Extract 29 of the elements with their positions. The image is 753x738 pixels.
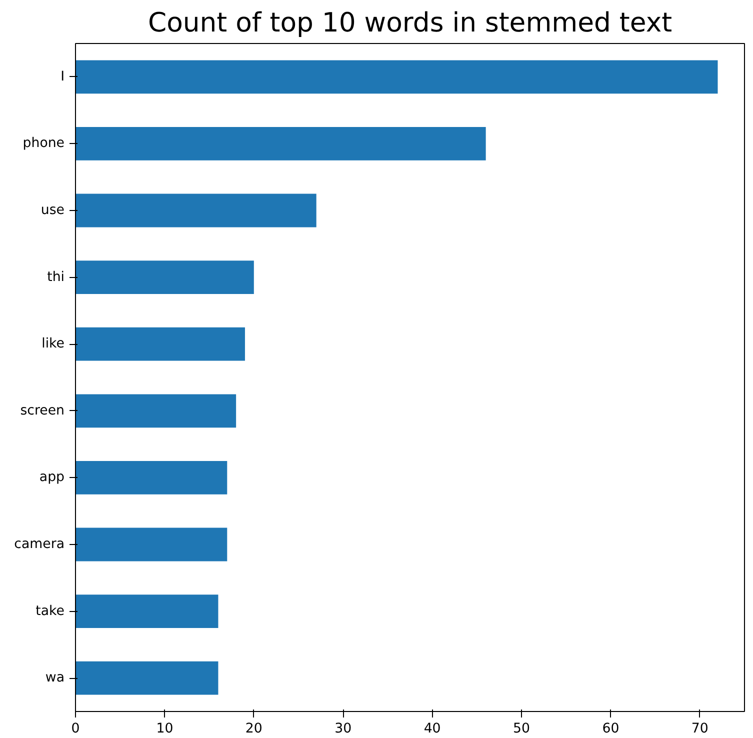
y-tick-label: phone [22, 136, 65, 152]
bar [76, 594, 218, 628]
y-tick-label: screen [20, 403, 65, 418]
x-tick-label: 60 [602, 722, 620, 736]
x-tick-label: 30 [334, 722, 352, 736]
y-tick-label: camera [14, 537, 65, 552]
bar [76, 194, 316, 228]
x-tick-label: 0 [71, 722, 80, 736]
y-tick-label: I [60, 69, 65, 84]
y-tick-label: wa [45, 670, 65, 686]
y-tick-label: take [36, 604, 65, 619]
bar [76, 127, 486, 160]
bar [76, 661, 218, 695]
y-tick-label: like [42, 336, 65, 352]
bar [76, 327, 245, 361]
chart-title: Count of top 10 words in stemmed text [148, 8, 672, 38]
x-tick-label: 10 [156, 722, 174, 736]
bar [76, 260, 254, 294]
x-tick-label: 70 [691, 722, 708, 736]
bar [76, 528, 228, 562]
y-tick-label: app [39, 470, 65, 486]
y-tick-label: use [40, 203, 65, 218]
x-tick-label: 20 [245, 722, 262, 736]
bar [76, 461, 228, 494]
x-tick-label: 50 [513, 722, 530, 736]
bar [76, 60, 718, 94]
x-tick-label: 40 [424, 722, 441, 736]
bar [76, 394, 236, 428]
y-tick-label: thi [47, 270, 65, 285]
